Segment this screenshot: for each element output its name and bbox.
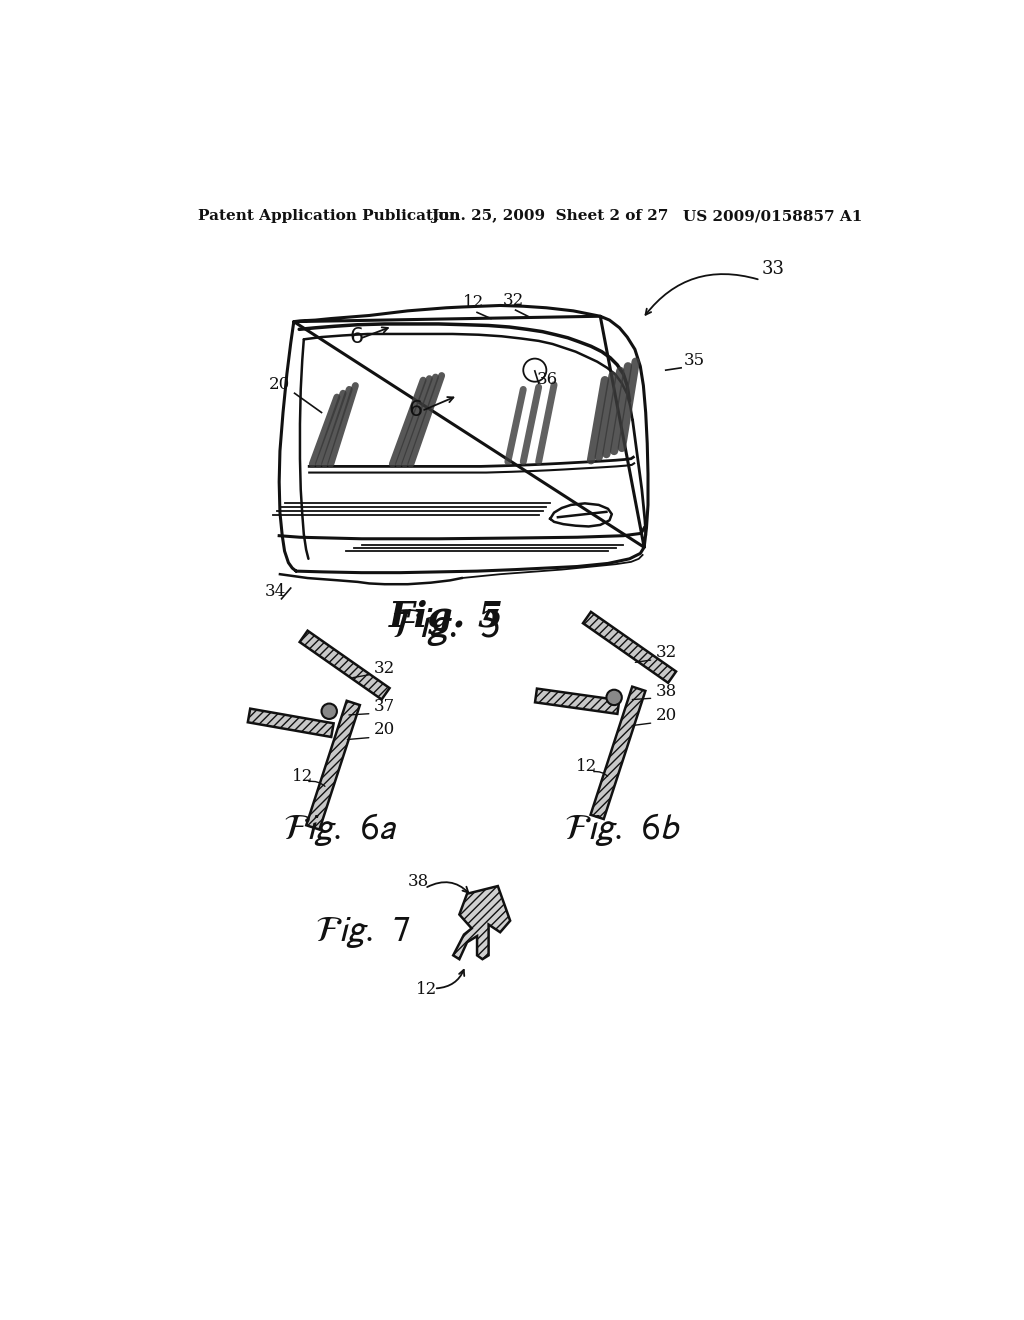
- Text: 38: 38: [655, 682, 677, 700]
- Text: 33: 33: [762, 260, 785, 279]
- Text: 35: 35: [683, 351, 705, 368]
- Text: $\mathcal{Fig.\ 7}$: $\mathcal{Fig.\ 7}$: [315, 915, 411, 950]
- Text: 36: 36: [538, 371, 558, 388]
- Text: US 2009/0158857 A1: US 2009/0158857 A1: [683, 209, 863, 223]
- Text: 32: 32: [374, 660, 395, 677]
- Text: Fig. 5: Fig. 5: [389, 599, 504, 634]
- Polygon shape: [583, 612, 676, 682]
- Text: Patent Application Publication: Patent Application Publication: [199, 209, 461, 223]
- Text: 20: 20: [374, 721, 395, 738]
- Text: $\mathcal{Fig.\ 6b}$: $\mathcal{Fig.\ 6b}$: [564, 812, 681, 849]
- Text: 20: 20: [655, 708, 677, 725]
- Text: 12: 12: [575, 758, 597, 775]
- Text: 37: 37: [374, 698, 395, 715]
- Circle shape: [322, 704, 337, 719]
- Polygon shape: [454, 886, 510, 960]
- Text: $\mathcal{Fig.\ 5}$: $\mathcal{Fig.\ 5}$: [391, 606, 501, 648]
- Circle shape: [606, 689, 622, 705]
- Text: 12: 12: [292, 767, 313, 784]
- Text: 34: 34: [264, 582, 286, 599]
- Text: $\mathcal{Fig.\ 6a}$: $\mathcal{Fig.\ 6a}$: [283, 812, 397, 849]
- Text: $\mathit{6}$: $\mathit{6}$: [408, 400, 423, 421]
- Text: Jun. 25, 2009  Sheet 2 of 27: Jun. 25, 2009 Sheet 2 of 27: [431, 209, 669, 223]
- Text: 38: 38: [408, 873, 429, 890]
- Text: 32: 32: [655, 644, 677, 661]
- Text: 20: 20: [269, 376, 291, 393]
- Polygon shape: [535, 689, 620, 714]
- Text: 12: 12: [416, 981, 436, 998]
- Polygon shape: [591, 686, 645, 818]
- Text: 32: 32: [503, 292, 523, 309]
- Polygon shape: [300, 631, 389, 700]
- Text: 12: 12: [463, 294, 484, 312]
- Polygon shape: [248, 709, 334, 737]
- Polygon shape: [306, 701, 359, 829]
- Text: $\mathit{6}$: $\mathit{6}$: [349, 326, 364, 348]
